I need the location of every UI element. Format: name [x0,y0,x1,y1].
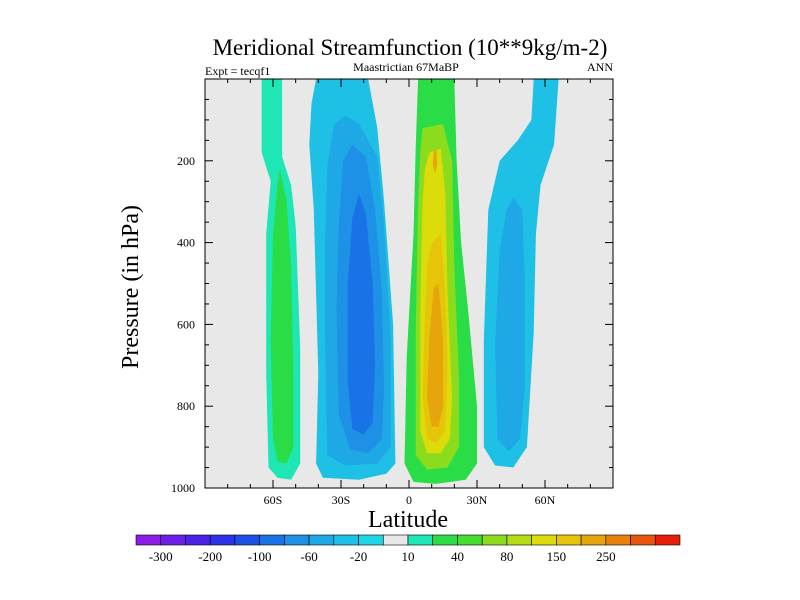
colorbar-box [160,534,186,546]
colorbar-label: 150 [547,549,567,564]
colorbar-label: 10 [402,549,415,564]
colorbar-label: -20 [350,549,367,564]
center-subtitle: Maastrictian 67MaBP [353,60,459,74]
contour-nh-hadley-upper-max [432,149,438,174]
colorbar-box [358,534,384,546]
colorbar-box [630,534,656,546]
x-axis-label: Latitude [368,507,448,533]
colorbar-label: -300 [149,549,173,564]
right-subtitle: ANN [587,60,613,74]
plot-area [205,79,613,488]
colorbar-box [234,534,260,546]
colorbar-box [259,534,285,546]
axes: 60S 30S 0 30N 60N 200 400 600 800 1000 [171,78,614,507]
y-tick-label: 600 [177,317,195,331]
contour-nh-ferrel-core [495,197,525,452]
colorbar-label: -100 [248,549,272,564]
colorbar-box [531,534,557,546]
colorbar-box [654,534,681,546]
colorbar-label: -200 [198,549,222,564]
colorbar-box [432,534,458,546]
colorbar-label: -60 [300,549,317,564]
colorbar-box [457,534,483,546]
contour-nh-hadley-core [427,283,443,427]
y-tick-label: 400 [177,236,195,250]
colorbar-box [605,534,631,546]
colorbar-box [481,534,508,546]
colorbar-box [135,534,162,546]
colorbar-box [580,534,607,546]
colorbar-box [556,534,582,546]
x-tick-label: 0 [406,493,412,507]
colorbar-label: 80 [500,549,513,564]
x-tick-label: 30N [467,493,488,507]
x-tick-label: 30S [332,493,351,507]
contour-sh-hadley-core [347,193,375,435]
x-tick-label: 60S [264,493,283,507]
colorbar: -300 -200 -100 -60 -20 10 40 80 150 250 [135,534,681,564]
colorbar-label: 40 [451,549,464,564]
y-tick-label: 200 [177,154,195,168]
colorbar-label: 250 [596,549,616,564]
colorbar-box [382,534,409,546]
colorbar-box [506,534,532,546]
colorbar-box [333,534,359,546]
y-tick-label: 1000 [171,481,195,495]
y-axis-label: Pressure (in hPa) [118,205,144,369]
x-tick-label: 60N [535,493,556,507]
y-tick-label: 800 [177,399,195,413]
colorbar-box [407,534,434,546]
left-subtitle: Expt = tecqf1 [205,64,270,78]
contour-sh-polar-core [270,169,294,464]
colorbar-box [284,534,310,546]
colorbar-box [308,534,335,546]
colorbar-box [185,534,211,546]
chart-title: Meridional Streamfunction (10**9kg/m-2) [213,35,608,60]
colorbar-box [209,534,236,546]
